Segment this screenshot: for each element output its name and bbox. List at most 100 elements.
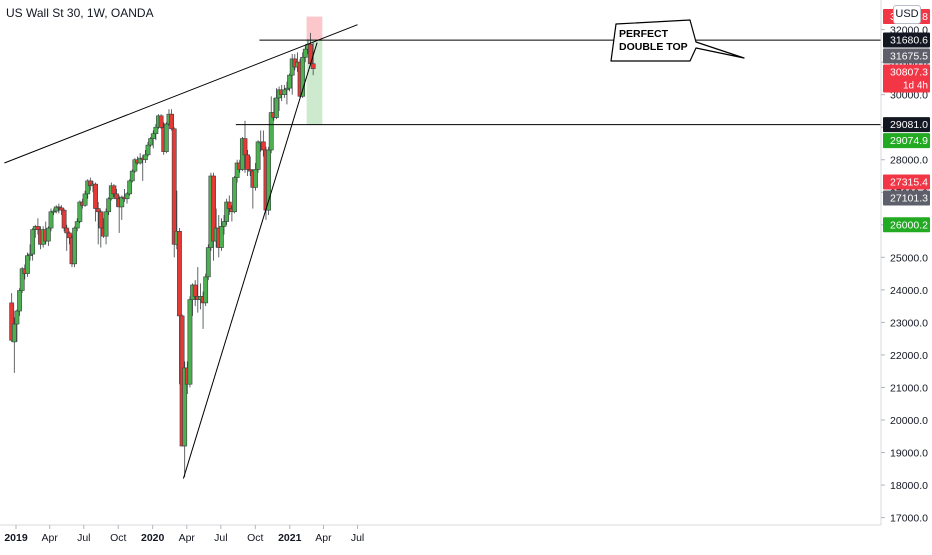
candle-up: [30, 228, 36, 261]
candle-down: [98, 210, 104, 248]
candle-body: [247, 169, 253, 172]
candle-up: [103, 208, 109, 245]
candle-up: [274, 88, 279, 120]
candle-up: [205, 244, 211, 281]
time-tick-label: 2020: [141, 532, 165, 544]
candle-up: [53, 205, 59, 214]
candle-body: [232, 177, 237, 213]
candle-up: [77, 200, 83, 224]
candle-up: [182, 361, 188, 477]
price-label-value: 31675.5: [890, 50, 928, 62]
candle-up: [45, 226, 51, 246]
candle-body: [253, 169, 258, 188]
candle-body: [111, 185, 117, 195]
time-axis[interactable]: 2019 Apr Jul Oct 2020 Apr Jul Oct 2021 Apr Jul: [4, 525, 364, 544]
candle-body: [310, 63, 316, 69]
candle-body: [127, 180, 133, 195]
price-tick-label: 30000.0: [890, 90, 928, 102]
double-top-callout[interactable]: PERFECT DOUBLE TOP: [610, 19, 745, 62]
price-label-background: [883, 133, 930, 149]
candle-up: [284, 81, 290, 105]
price-label: 27101.3: [883, 190, 930, 206]
price-tick-label: 21000.0: [890, 382, 928, 394]
candle-up: [137, 153, 143, 165]
candle-body: [87, 180, 93, 187]
candles: [9, 32, 316, 477]
candle-body: [300, 56, 306, 97]
candle-body: [95, 208, 101, 213]
candle-down: [61, 208, 67, 232]
candle-body: [74, 221, 80, 229]
candle-body: [158, 115, 164, 128]
candle-down: [177, 228, 182, 385]
candle-up: [153, 123, 159, 141]
candle-body: [182, 367, 188, 447]
candle-up: [266, 146, 271, 216]
candle-body: [245, 154, 251, 170]
candle-body: [274, 97, 279, 118]
price-label-background: [883, 217, 930, 233]
candle-body: [132, 159, 138, 172]
price-label-value: 26000.2: [890, 219, 928, 231]
candle-up: [74, 218, 80, 232]
candle-body: [93, 183, 98, 209]
price-tick-label: 24000.0: [890, 285, 928, 297]
price-label-background: [883, 117, 930, 133]
candle-body: [137, 157, 143, 164]
price-label: 29081.0: [883, 117, 930, 133]
time-axis-panel[interactable]: [0, 525, 932, 550]
candle-up: [85, 179, 91, 199]
candle-body: [203, 276, 209, 304]
candle-down: [9, 293, 15, 342]
candle-body: [287, 74, 292, 89]
candle-body: [219, 226, 224, 248]
candle-down: [114, 189, 119, 207]
candle-up: [19, 267, 25, 294]
candle-up: [142, 149, 148, 163]
candle-up: [145, 141, 151, 157]
price-label-value: 31680.6: [890, 34, 928, 46]
upper-resistance-trendline[interactable]: [4, 24, 358, 164]
price-label: 30807.3 1d 4h: [883, 64, 930, 93]
candle-down: [247, 156, 253, 176]
candle-up: [14, 309, 20, 342]
candle-body: [114, 193, 119, 200]
candle-up: [11, 317, 17, 373]
candle-up: [255, 140, 261, 173]
currency-button[interactable]: USD: [893, 5, 921, 24]
candle-body: [169, 113, 174, 130]
rising-support-trendline[interactable]: [182, 42, 318, 479]
candle-down: [242, 120, 248, 173]
candle-up: [132, 158, 138, 173]
callout-line-2: DOUBLE TOP: [619, 41, 688, 53]
price-label-value: 27101.3: [890, 193, 928, 205]
candle-body: [153, 126, 159, 135]
candle-up: [127, 179, 133, 196]
candle-body: [48, 211, 54, 229]
price-label: 31680.6: [883, 32, 930, 48]
candle-up: [232, 176, 237, 214]
price-label-value: 29081.0: [890, 119, 928, 131]
price-label-background: [883, 32, 930, 48]
drawings[interactable]: [4, 24, 881, 479]
candle-up: [234, 159, 240, 183]
time-tick-label: 2021: [278, 532, 302, 544]
candle-up: [124, 192, 130, 204]
time-tick-label: Apr: [179, 532, 196, 544]
symbol-title: US Wall St 30, 1W, OANDA: [6, 6, 154, 20]
candle-body: [56, 206, 62, 209]
candle-body: [27, 253, 33, 257]
time-tick-label: Jul: [214, 532, 227, 544]
candle-down: [66, 231, 72, 245]
stop-loss-zone[interactable]: [306, 16, 323, 41]
candle-body: [226, 201, 232, 209]
price-tick-label: 17000.0: [890, 513, 928, 525]
price-label-value: 27315.4: [890, 177, 928, 189]
candle-body: [142, 154, 148, 161]
candle-body: [242, 138, 248, 156]
candle-body: [205, 247, 211, 278]
candle-body: [106, 198, 112, 213]
